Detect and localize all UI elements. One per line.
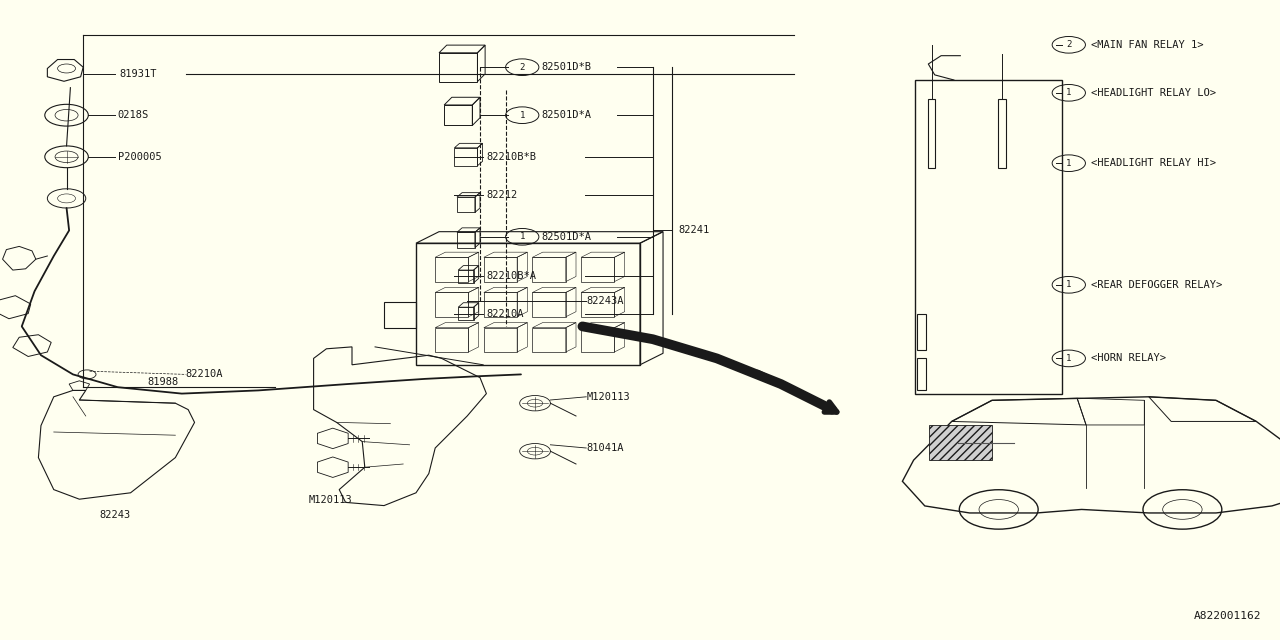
Bar [581,292,614,317]
Text: 82210A: 82210A [186,369,223,380]
Bar [439,52,477,81]
Text: 1: 1 [1066,354,1071,363]
Bar [915,80,1062,394]
Bar [532,292,566,317]
Text: 82212: 82212 [486,190,517,200]
Text: 82501D*A: 82501D*A [541,232,591,242]
Text: 1: 1 [1066,280,1071,289]
Bar [457,197,475,212]
Bar [457,232,475,248]
Bar [581,257,614,282]
Bar [435,328,468,352]
Bar [484,257,517,282]
Bar [435,257,468,282]
Bar [444,105,472,125]
Text: 1: 1 [1066,159,1071,168]
Text: M120113: M120113 [586,392,630,402]
Text: 82501D*B: 82501D*B [541,62,591,72]
Text: <MAIN FAN RELAY 1>: <MAIN FAN RELAY 1> [1091,40,1203,50]
Bar [484,292,517,317]
Text: 82210A: 82210A [486,308,524,319]
Text: <HORN RELAY>: <HORN RELAY> [1091,353,1166,364]
Bar [454,148,477,166]
Text: 0218S: 0218S [118,110,148,120]
Bar [384,301,416,328]
Text: 82210B*A: 82210B*A [486,271,536,282]
Bar [416,243,640,365]
Text: <REAR DEFOGGER RELAY>: <REAR DEFOGGER RELAY> [1091,280,1222,290]
Bar [929,425,992,460]
Bar [458,270,474,283]
Text: 82243A: 82243A [586,296,623,306]
Text: 1: 1 [520,111,525,120]
Bar [998,99,1006,168]
Text: 82243: 82243 [100,510,131,520]
Bar [532,328,566,352]
Text: 1: 1 [1066,88,1071,97]
Text: 2: 2 [520,63,525,72]
Bar [458,307,474,320]
Text: 81988: 81988 [147,377,178,387]
Text: 82501D*A: 82501D*A [541,110,591,120]
Bar [435,292,468,317]
Bar [928,99,936,168]
Bar [532,257,566,282]
Text: 81931T: 81931T [119,68,156,79]
Text: P200005: P200005 [118,152,161,162]
Text: 2: 2 [1066,40,1071,49]
Bar [581,328,614,352]
Text: A822001162: A822001162 [1193,611,1261,621]
Text: <HEADLIGHT RELAY HI>: <HEADLIGHT RELAY HI> [1091,158,1216,168]
Text: 1: 1 [520,232,525,241]
Bar [484,328,517,352]
Text: M120113: M120113 [308,495,352,506]
Text: 82210B*B: 82210B*B [486,152,536,162]
Bar [918,314,925,349]
Text: <HEADLIGHT RELAY LO>: <HEADLIGHT RELAY LO> [1091,88,1216,98]
Text: 82241: 82241 [678,225,709,236]
Bar [918,358,925,390]
Text: 81041A: 81041A [586,443,623,453]
